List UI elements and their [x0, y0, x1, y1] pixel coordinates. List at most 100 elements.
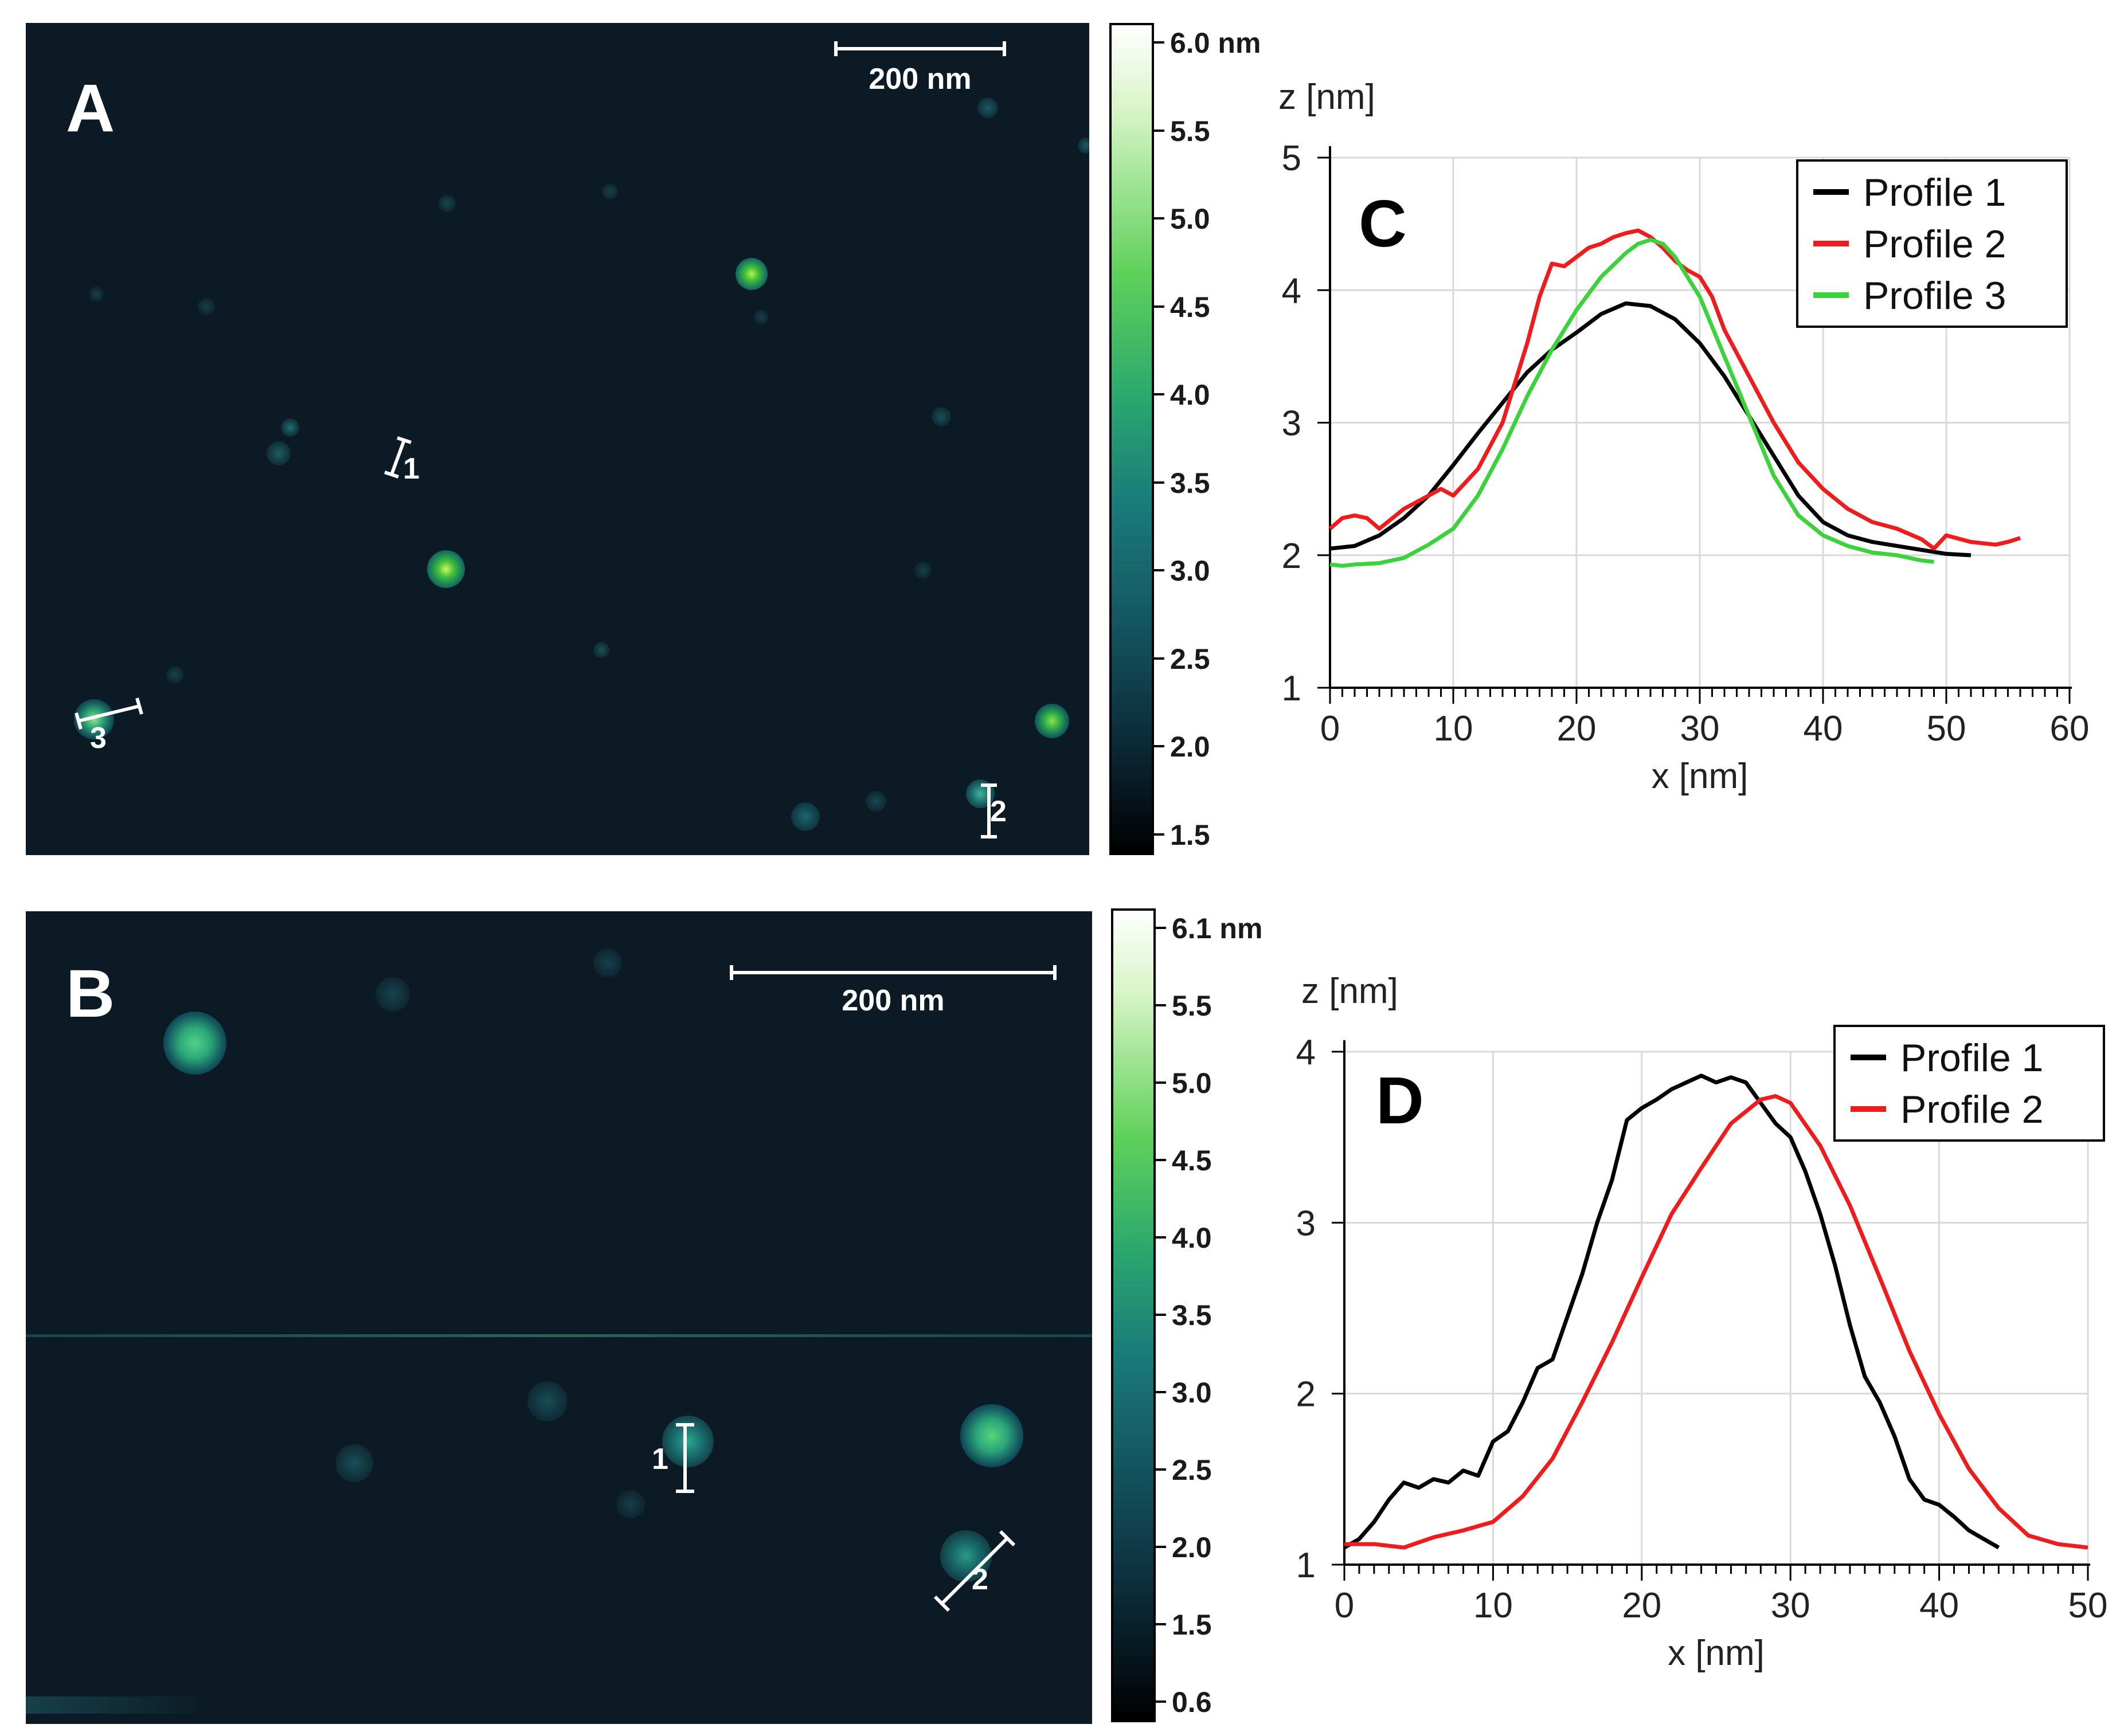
- x-tick-label: 0: [1335, 1586, 1354, 1625]
- profile-label-2: 2: [990, 795, 1007, 828]
- profile-marker-2: [933, 1530, 1016, 1612]
- scale-bar-a: [834, 47, 1006, 50]
- colorbar-tick: [1154, 305, 1164, 308]
- bright-particle: [163, 1012, 226, 1075]
- profile-label-1: 1: [403, 452, 420, 485]
- x-tick-label: 50: [2068, 1586, 2108, 1625]
- chart-c: 0 10 20 30 40 50 60 1 2 3 4 5 z [nm] x [nm] C Profile 1…: [1278, 77, 2090, 796]
- x-axis-label: x [nm]: [1668, 1633, 1765, 1673]
- y-tick-label: 2: [1282, 536, 1301, 576]
- particle: [593, 949, 622, 977]
- legend-label-1: Profile 1: [1900, 1036, 2043, 1080]
- particle: [1078, 138, 1089, 154]
- x-tick-label: 60: [2050, 709, 2090, 749]
- colorbar-tick-label: 0.6: [1172, 1686, 1212, 1718]
- legend-label-2: Profile 2: [1900, 1088, 2043, 1131]
- particle: [866, 791, 886, 812]
- particle: [593, 642, 609, 658]
- legend-label-2: Profile 2: [1863, 222, 2006, 266]
- particle: [439, 195, 456, 212]
- series-line-2: [1328, 228, 2021, 551]
- bright-particle: [940, 1530, 992, 1582]
- y-axis-label: z [nm]: [1301, 971, 1398, 1011]
- x-tick-label: 10: [1434, 709, 1473, 749]
- colorbar-tick: [1154, 569, 1164, 572]
- series-line-3: [1329, 237, 1934, 568]
- y-tick-label: 2: [1296, 1375, 1316, 1414]
- x-tick-label: 20: [1622, 1586, 1661, 1625]
- colorbar-tick-label: 3.5: [1172, 1299, 1212, 1331]
- profile-marker-2: [981, 783, 997, 838]
- panel-letter: D: [1376, 1063, 1424, 1138]
- y-tick-label: 4: [1296, 1033, 1316, 1072]
- colorbar-tick-label: 4.0: [1172, 1222, 1212, 1254]
- x-tick-label: 20: [1557, 709, 1597, 749]
- scale-bar-cap: [730, 965, 733, 980]
- scale-bar-label-a: 200 nm: [869, 62, 972, 96]
- colorbar-tick-label: 4.0: [1170, 379, 1210, 412]
- bright-particle: [1035, 704, 1069, 738]
- colorbar-tick: [1156, 1081, 1166, 1084]
- colorbar-tick: [1156, 1623, 1166, 1625]
- y-tick-label: 1: [1296, 1546, 1316, 1585]
- particle: [166, 666, 183, 683]
- scale-bar-cap: [834, 41, 838, 56]
- profile-marker-1: [676, 1423, 694, 1493]
- colorbar-tick-label: 3.5: [1170, 467, 1210, 499]
- colorbar-tick: [1156, 1159, 1166, 1161]
- particle: [754, 309, 769, 324]
- particle: [791, 802, 820, 831]
- colorbar-tick-label: 2.5: [1172, 1454, 1212, 1486]
- afm-image-a: 1 2 3 A 200 nm: [26, 23, 1089, 855]
- x-axis-label: x [nm]: [1652, 757, 1749, 796]
- particle: [914, 562, 932, 579]
- particle: [375, 977, 410, 1012]
- particle: [932, 407, 951, 426]
- panel-letter: C: [1359, 186, 1407, 261]
- legend-label-3: Profile 3: [1863, 274, 2006, 318]
- scale-bar-cap: [1053, 965, 1057, 980]
- particle: [281, 418, 299, 437]
- profile-label-3: 3: [90, 722, 107, 755]
- colorbar-tick-label: 4.5: [1172, 1145, 1212, 1177]
- colorbar-tick-label: 4.5: [1170, 291, 1210, 323]
- profile-label-2: 2: [972, 1563, 988, 1596]
- y-tick-label: 4: [1282, 271, 1301, 311]
- profile-label-1: 1: [652, 1443, 668, 1476]
- legend-box: [1833, 1025, 2105, 1142]
- colorbar-tick: [1154, 129, 1164, 132]
- particle: [977, 97, 998, 118]
- particle: [602, 183, 618, 199]
- colorbar-tick: [1154, 393, 1164, 396]
- y-tick-label: 5: [1282, 139, 1301, 178]
- colorbar-tick: [1156, 927, 1166, 929]
- y-tick-label: 3: [1296, 1204, 1316, 1243]
- particle: [616, 1490, 645, 1519]
- afm-image-b: 1 2 B 200 nm: [26, 911, 1092, 1724]
- colorbar-tick-label: 2.5: [1170, 642, 1210, 675]
- x-tick-label: 10: [1473, 1586, 1513, 1625]
- colorbar-tick-label: 1.5: [1172, 1609, 1212, 1641]
- colorbar-tick-label: 5.5: [1172, 990, 1212, 1022]
- colorbar-tick-label: 6.1 nm: [1172, 912, 1263, 945]
- bright-particle: [427, 550, 465, 588]
- particle: [527, 1381, 568, 1421]
- x-tick-label: 40: [1919, 1586, 1959, 1625]
- colorbar-tick-label: 5.0: [1172, 1067, 1212, 1099]
- colorbar-tick: [1156, 1004, 1166, 1006]
- colorbar-tick: [1154, 41, 1164, 44]
- colorbar-tick: [1154, 657, 1164, 660]
- colorbar-tick: [1154, 481, 1164, 484]
- particle: [198, 298, 215, 315]
- series-line-1: [1343, 1073, 2000, 1550]
- series-line-1: [1329, 301, 1972, 558]
- colorbar-b: [1111, 908, 1156, 1722]
- particle: [335, 1444, 373, 1482]
- colorbar-tick-label: 2.0: [1170, 731, 1210, 763]
- bright-particle: [736, 258, 768, 290]
- series-line-2: [1344, 1094, 2088, 1550]
- x-tick-label: 30: [1771, 1586, 1810, 1625]
- particle: [267, 441, 291, 465]
- colorbar-tick: [1154, 745, 1164, 748]
